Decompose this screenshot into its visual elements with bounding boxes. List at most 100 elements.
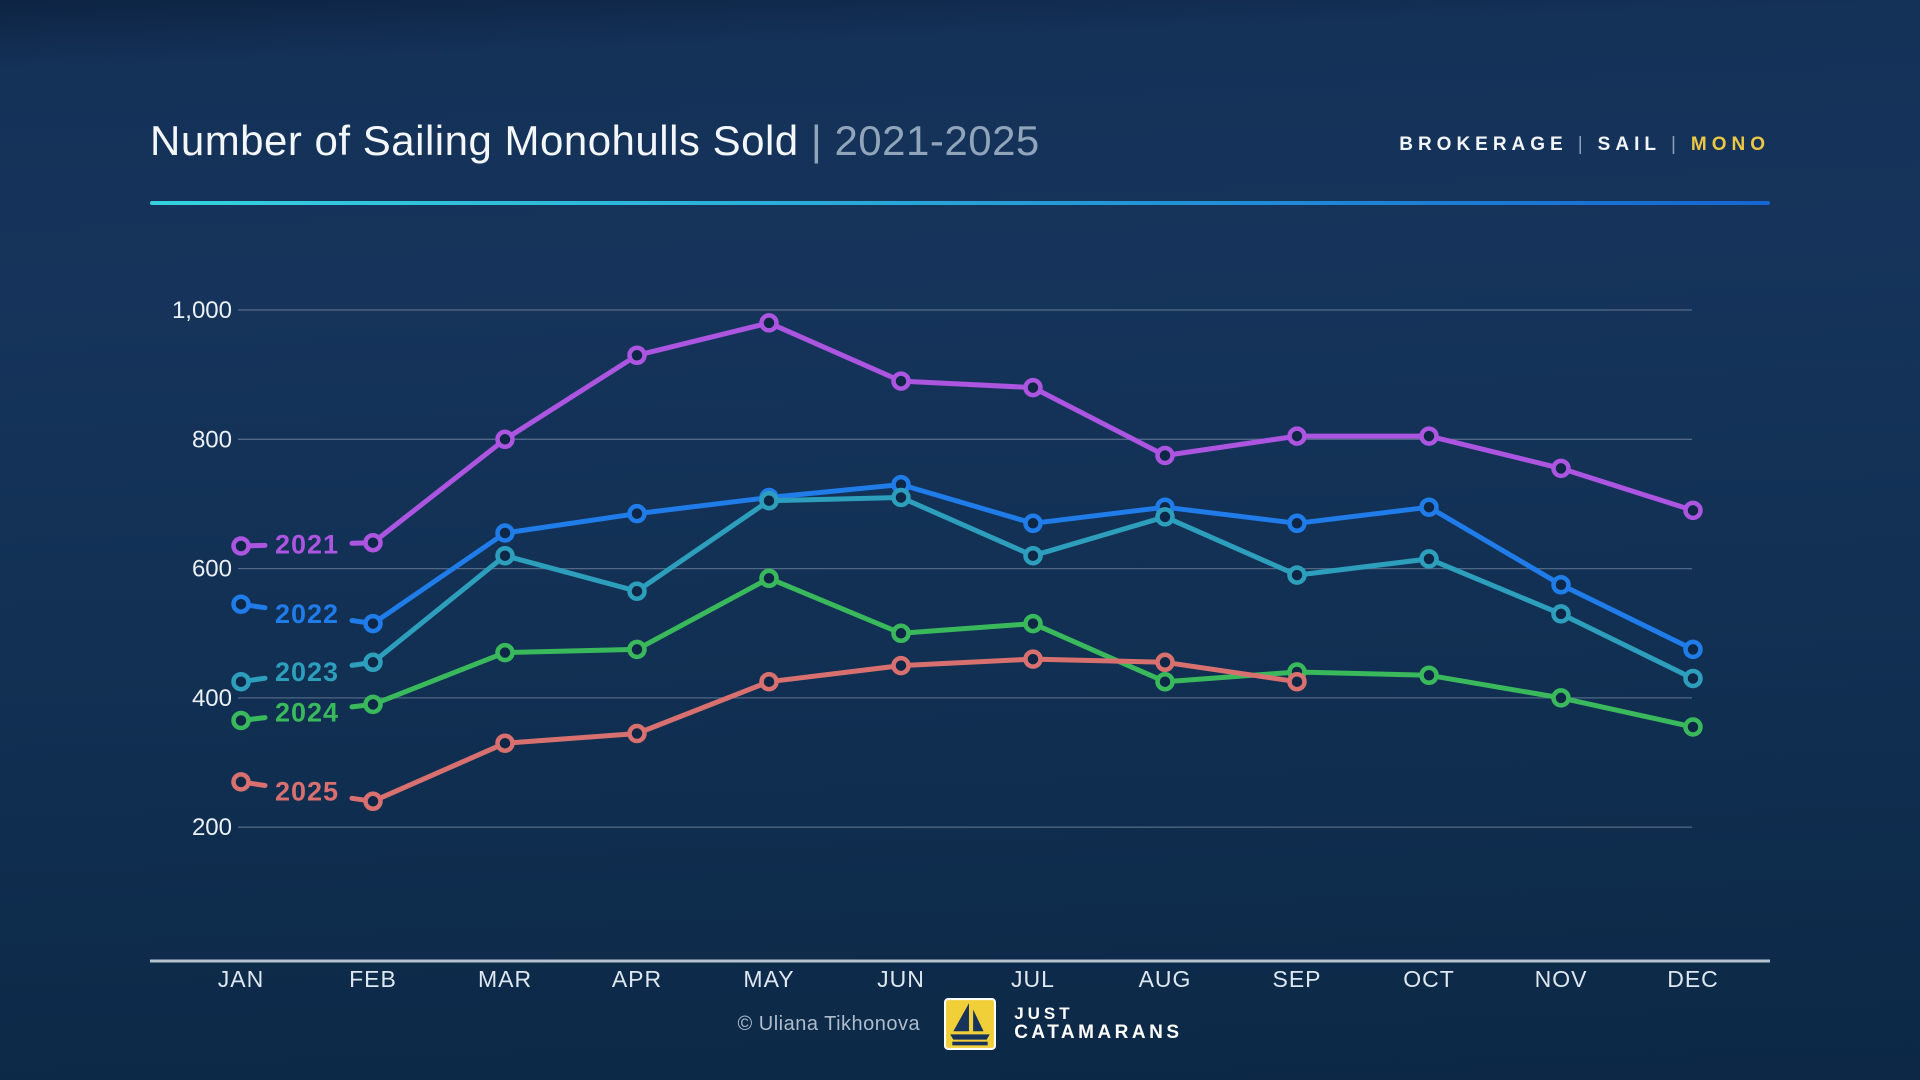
data-point-marker-2022 (1419, 497, 1439, 517)
data-point-marker-2025 (495, 733, 515, 753)
header: Number of Sailing Monohulls Sold | 2021-… (150, 117, 1770, 164)
data-point-marker-2023 (1155, 507, 1175, 527)
data-point-marker-2021 (891, 371, 911, 391)
data-point-marker-2025 (231, 772, 251, 792)
data-point-marker-2022 (1287, 513, 1307, 534)
data-point-marker-2023 (891, 487, 911, 508)
tag-separator: | (1577, 134, 1588, 156)
data-point-marker-2024 (1155, 671, 1175, 692)
data-point-marker-2023 (1023, 545, 1043, 566)
data-point-marker-2021 (1287, 426, 1307, 446)
x-axis-month-label: SEP (1272, 966, 1321, 992)
data-point-marker-2022 (495, 523, 515, 543)
data-point-marker-2023 (495, 545, 515, 566)
data-point-marker-2023 (363, 652, 383, 673)
tag-separator: | (1670, 134, 1681, 156)
brand-name: JUST CATAMARANS (1014, 1005, 1182, 1043)
data-point-marker-2025 (1155, 652, 1175, 673)
data-point-marker-2025 (1287, 671, 1307, 692)
y-axis-tick-label: 800 (192, 426, 232, 453)
series-line-2023 (349, 495, 1696, 681)
y-axis-tick-label: 200 (192, 814, 232, 841)
x-axis-month-label: FEB (349, 966, 397, 992)
data-point-marker-2023 (1419, 549, 1439, 569)
y-axis-tick-label: 600 (192, 556, 232, 583)
y-axis-tick-label: 400 (192, 685, 232, 712)
x-axis-month-label: JAN (218, 966, 264, 992)
title-underline-accent (150, 201, 1770, 205)
data-point-marker-2023 (1287, 565, 1307, 585)
x-axis-month-label: AUG (1139, 966, 1192, 992)
data-point-marker-2025 (759, 671, 779, 692)
series-year-label-2024: 2024 (275, 697, 339, 727)
series-year-label-2023: 2023 (275, 657, 339, 687)
brand-line-1: JUST (1014, 1004, 1074, 1024)
data-point-marker-2024 (1023, 613, 1043, 634)
data-point-marker-2025 (627, 723, 647, 744)
data-point-marker-2024 (363, 694, 383, 715)
data-point-marker-2022 (363, 613, 383, 634)
tag-brokerage: BROKERAGE (1399, 134, 1568, 156)
data-point-marker-2021 (363, 532, 383, 553)
category-tagline: BROKERAGE | SAIL | MONO (1399, 134, 1770, 164)
just-catamarans-logo (944, 998, 997, 1050)
data-point-marker-2021 (759, 313, 779, 333)
x-axis-month-label: NOV (1535, 966, 1588, 992)
data-point-marker-2025 (891, 655, 911, 676)
x-axis-month-label: APR (612, 966, 662, 992)
data-point-marker-2021 (1551, 458, 1571, 479)
data-point-marker-2024 (759, 568, 779, 589)
x-axis-month-label: JUN (877, 966, 925, 992)
title-period: 2021-2025 (834, 117, 1040, 164)
series-line-2022 (349, 482, 1696, 652)
x-axis-month-label: MAY (743, 966, 794, 992)
data-point-marker-2021 (1023, 377, 1043, 398)
series-line-2021 (349, 320, 1696, 546)
data-point-marker-2021 (1155, 445, 1175, 466)
y-axis-tick-label: 1,000 (172, 297, 232, 324)
data-point-marker-2024 (495, 642, 515, 663)
tag-mono: MONO (1690, 134, 1770, 156)
data-point-marker-2024 (1419, 665, 1439, 686)
data-point-marker-2023 (1683, 668, 1703, 689)
x-axis-month-label: DEC (1667, 966, 1719, 992)
title-separator: | (810, 117, 823, 164)
data-point-marker-2022 (1551, 575, 1571, 595)
data-point-marker-2024 (891, 623, 911, 644)
data-point-marker-2022 (627, 503, 647, 524)
data-point-marker-2022 (1023, 513, 1043, 534)
data-point-marker-2023 (627, 581, 647, 601)
data-point-marker-2024 (1551, 688, 1571, 708)
copyright-text: © Uliana Tikhonova (737, 1012, 921, 1035)
data-point-marker-2024 (231, 710, 251, 731)
series-year-label-2022: 2022 (275, 599, 339, 629)
data-point-marker-2021 (495, 429, 515, 450)
sailboat-icon (944, 998, 997, 1050)
brand-line-2: CATAMARANS (1014, 1021, 1183, 1043)
data-point-marker-2024 (627, 639, 647, 660)
data-point-marker-2021 (627, 345, 647, 366)
data-point-marker-2021 (1683, 500, 1703, 521)
series-year-label-2025: 2025 (275, 777, 339, 807)
tag-sail: SAIL (1597, 134, 1661, 156)
data-point-marker-2025 (363, 791, 383, 812)
page-title: Number of Sailing Monohulls Sold | 2021-… (150, 117, 1040, 164)
series-year-label-2021: 2021 (275, 529, 339, 559)
data-point-marker-2023 (231, 671, 251, 692)
series-line-2024 (349, 575, 1696, 730)
data-point-marker-2022 (231, 594, 251, 614)
x-axis-month-label: OCT (1403, 966, 1455, 992)
data-point-marker-2024 (1683, 717, 1703, 737)
data-point-marker-2023 (1551, 604, 1571, 624)
title-main: Number of Sailing Monohulls Sold (150, 117, 799, 164)
data-point-marker-2021 (1419, 426, 1439, 446)
x-axis-month-label: JUL (1011, 966, 1055, 992)
data-point-marker-2022 (1683, 639, 1703, 660)
series-line-2025 (349, 656, 1300, 804)
x-axis-month-label: MAR (478, 966, 532, 992)
data-point-marker-2025 (1023, 649, 1043, 669)
footer: © Uliana Tikhonova JUST CATAMARANS (0, 998, 1920, 1050)
data-point-marker-2023 (759, 490, 779, 511)
